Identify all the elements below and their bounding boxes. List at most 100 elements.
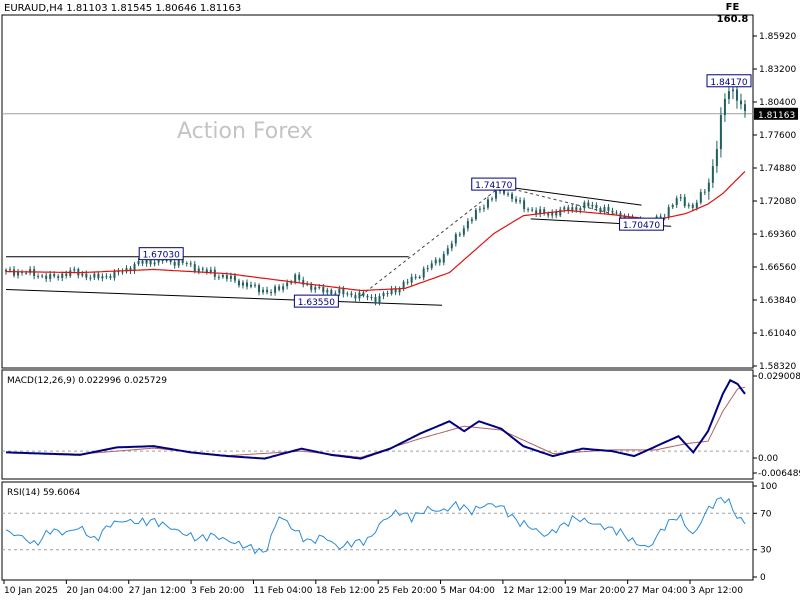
candle-body <box>462 228 465 235</box>
price-pane <box>1 14 754 369</box>
candle-body <box>671 204 674 208</box>
candle-body <box>266 289 269 293</box>
price-tick-label: 1.58320 <box>759 362 796 372</box>
candle-body <box>362 292 365 296</box>
candle-body <box>571 207 574 211</box>
candle-body <box>599 208 602 213</box>
candle-body <box>519 200 522 202</box>
candle-body <box>603 207 606 213</box>
candle-body <box>406 281 409 283</box>
candle-body <box>217 276 220 278</box>
candle-body <box>507 193 510 195</box>
candle-body <box>53 274 56 277</box>
candle-body <box>13 269 16 276</box>
candle-body <box>334 293 337 295</box>
rsi-tick-label: 100 <box>760 482 777 492</box>
price-tick-label: 1.72080 <box>759 197 796 207</box>
moving-average-line <box>5 170 746 292</box>
candle-body <box>482 207 485 209</box>
candle-body <box>125 268 128 272</box>
candle-body <box>607 207 610 211</box>
candle-body <box>687 204 690 207</box>
candle-body <box>587 202 590 207</box>
candle-body <box>390 289 393 294</box>
candle-body <box>486 199 489 208</box>
candle-body <box>450 243 453 249</box>
candle-body <box>430 263 433 268</box>
rsi-line <box>5 496 746 555</box>
candle-body <box>205 269 208 273</box>
candle-body <box>298 274 301 280</box>
candle-body <box>595 204 598 209</box>
macd-tick-label: 0.00 <box>758 454 778 464</box>
price-annotation-box <box>619 217 665 231</box>
current-price-tag <box>754 107 798 120</box>
price-tick-label: 1.80400 <box>759 98 796 108</box>
candle-body <box>314 287 317 290</box>
candle-body <box>93 273 96 278</box>
candle-body <box>318 287 321 289</box>
candle-body <box>454 234 457 244</box>
candle-body <box>326 290 329 293</box>
candle-body <box>229 275 232 279</box>
candle-body <box>739 100 742 105</box>
candle-body <box>531 209 534 211</box>
candle-body <box>422 268 425 278</box>
candle-body <box>547 213 550 216</box>
candle-body <box>221 275 224 278</box>
candle-body <box>366 295 369 298</box>
candle-body <box>723 98 726 116</box>
price-tick-label: 1.77600 <box>759 131 796 141</box>
macd-tick-label: 0.029008 <box>758 372 800 382</box>
candle-body <box>57 276 60 278</box>
candle-body <box>567 207 570 211</box>
candle-body <box>177 260 180 266</box>
candle-body <box>490 198 493 200</box>
candle-body <box>715 149 718 167</box>
candle-body <box>426 267 429 269</box>
candle-body <box>9 269 12 271</box>
candle-body <box>109 276 112 279</box>
time-tick-label: 27 Jan 12:00 <box>129 586 186 596</box>
candle-body <box>278 286 281 290</box>
candle-body <box>458 234 461 236</box>
price-annotation-label: 1.63550 <box>298 298 335 308</box>
candle-body <box>322 287 325 293</box>
price-tick-label: 1.85920 <box>759 32 796 42</box>
price-annotation-box <box>293 294 339 308</box>
macd-pane <box>1 369 754 480</box>
price-annotation-label: 1.67030 <box>143 251 180 261</box>
price-tick-label: 1.63840 <box>759 296 796 306</box>
candle-body <box>707 182 710 192</box>
candle-body <box>249 284 252 287</box>
time-tick-label: 11 Feb 04:00 <box>253 586 312 596</box>
candle-body <box>346 293 349 295</box>
candle-body <box>241 282 244 286</box>
candle-body <box>466 221 469 229</box>
candle-body <box>727 91 730 99</box>
candle-body <box>29 269 32 273</box>
time-tick-label: 12 Mar 12:00 <box>503 586 563 596</box>
candle-body <box>559 209 562 216</box>
candle-body <box>744 104 746 111</box>
candle-body <box>535 210 538 215</box>
candle-body <box>133 264 136 272</box>
candle-body <box>711 166 714 183</box>
candle-body <box>695 202 698 208</box>
rsi-title: RSI(14) 59.6064 <box>7 488 80 498</box>
candle-body <box>294 274 297 283</box>
candle-body <box>262 289 265 293</box>
candle-body <box>494 191 497 199</box>
candle-body <box>282 286 285 290</box>
candle-body <box>37 276 40 278</box>
candle-body <box>145 260 148 264</box>
price-annotation-box <box>706 74 752 88</box>
candle-body <box>667 207 670 218</box>
candle-body <box>233 275 236 281</box>
candle-body <box>731 89 734 92</box>
candle-body <box>575 207 578 211</box>
candle-body <box>703 191 706 193</box>
candle-body <box>659 216 662 218</box>
